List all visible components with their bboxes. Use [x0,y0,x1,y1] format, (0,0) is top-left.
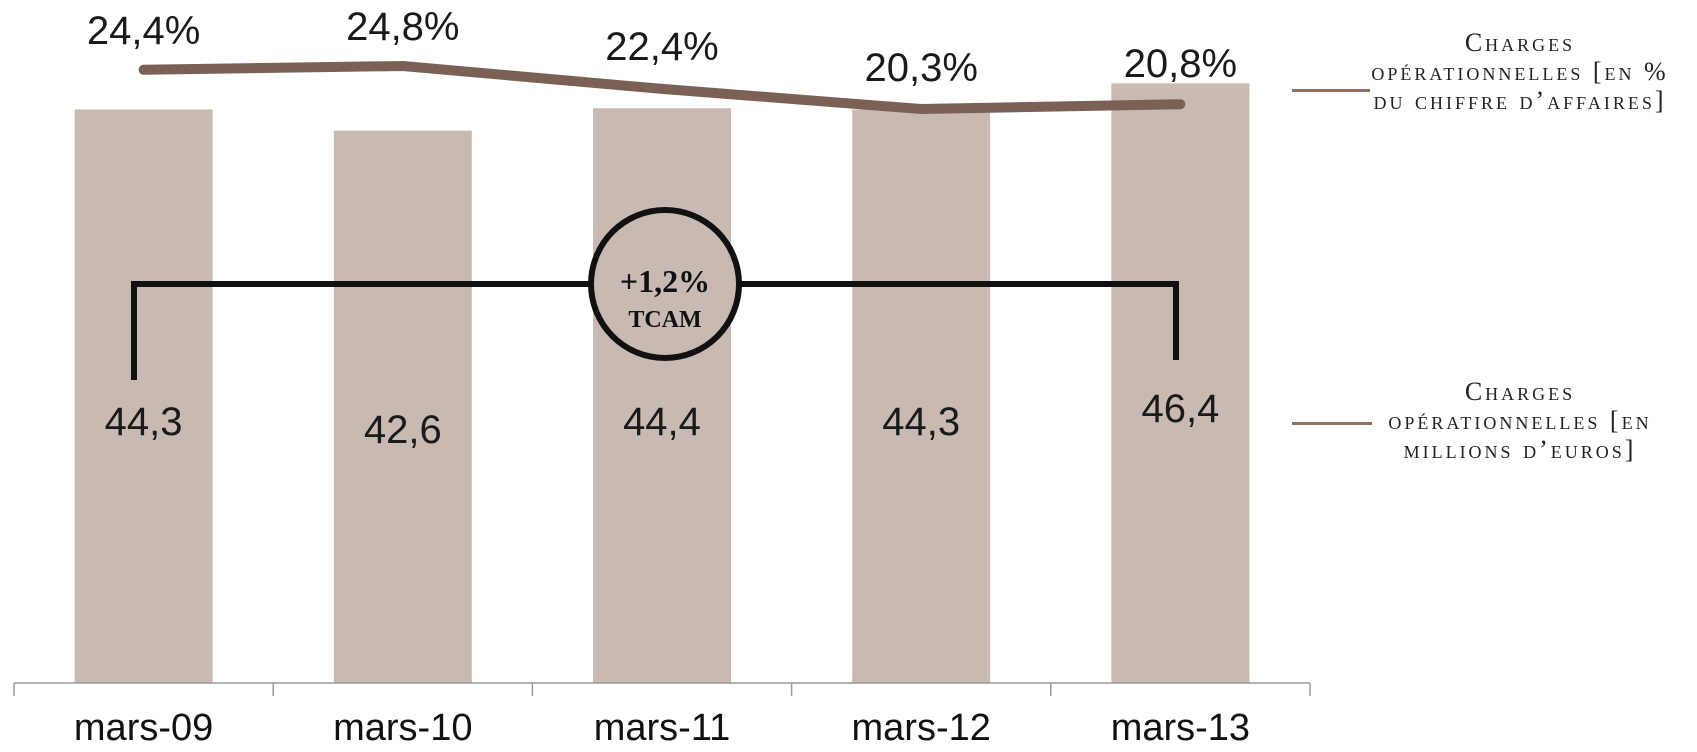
bar-labels-group: 44,3 42,6 44,4 44,3 46,4 [105,387,1220,452]
bar-mars-09 [74,109,213,684]
line-value-label: 22,4% [605,25,718,69]
legend-bar-series: Charges opérationnelles [en millions d’e… [1388,377,1652,464]
x-tick-label: mars-12 [852,707,991,749]
x-tick-label: mars-09 [74,707,213,749]
cagr-value: +1,2% [620,263,710,299]
x-axis-tick-labels: mars-09 mars-10 mars-11 mars-12 mars-13 [74,707,1250,749]
bar-value-label: 44,3 [882,400,960,444]
legend-line-swatch [1292,89,1370,92]
x-tick-label: mars-10 [333,707,472,749]
bar-mars-13 [1111,83,1250,683]
bar-value-label: 44,4 [623,400,701,444]
line-value-label: 20,8% [1124,42,1237,86]
legend-bar-swatch [1292,422,1372,425]
cagr-circle [588,207,742,361]
bars-group [74,83,1250,684]
line-series-group [138,61,1186,114]
bar-mars-12 [852,109,991,684]
x-axis-ticks [13,683,1311,696]
bar-value-label: 46,4 [1141,387,1219,431]
line-labels-group: 24,4% 24,8% 22,4% 20,3% 20,8% [87,5,1237,90]
x-tick-label: mars-13 [1111,707,1250,749]
bar-value-label: 44,3 [105,400,183,444]
cagr-label: TCAM [628,307,701,333]
line-value-label: 24,8% [346,5,459,49]
bar-mars-11 [593,108,731,684]
line-value-label: 24,4% [87,9,200,53]
line-series-path [138,61,1186,114]
x-tick-label: mars-11 [594,707,731,749]
bar-mars-10 [333,130,472,683]
cagr-annotation: +1,2% TCAM [131,207,1179,380]
legend-line-series: Charges opérationnelles [en % du chiffre… [1371,28,1669,115]
bar-value-label: 42,6 [364,408,442,452]
line-value-label: 20,3% [864,46,977,90]
